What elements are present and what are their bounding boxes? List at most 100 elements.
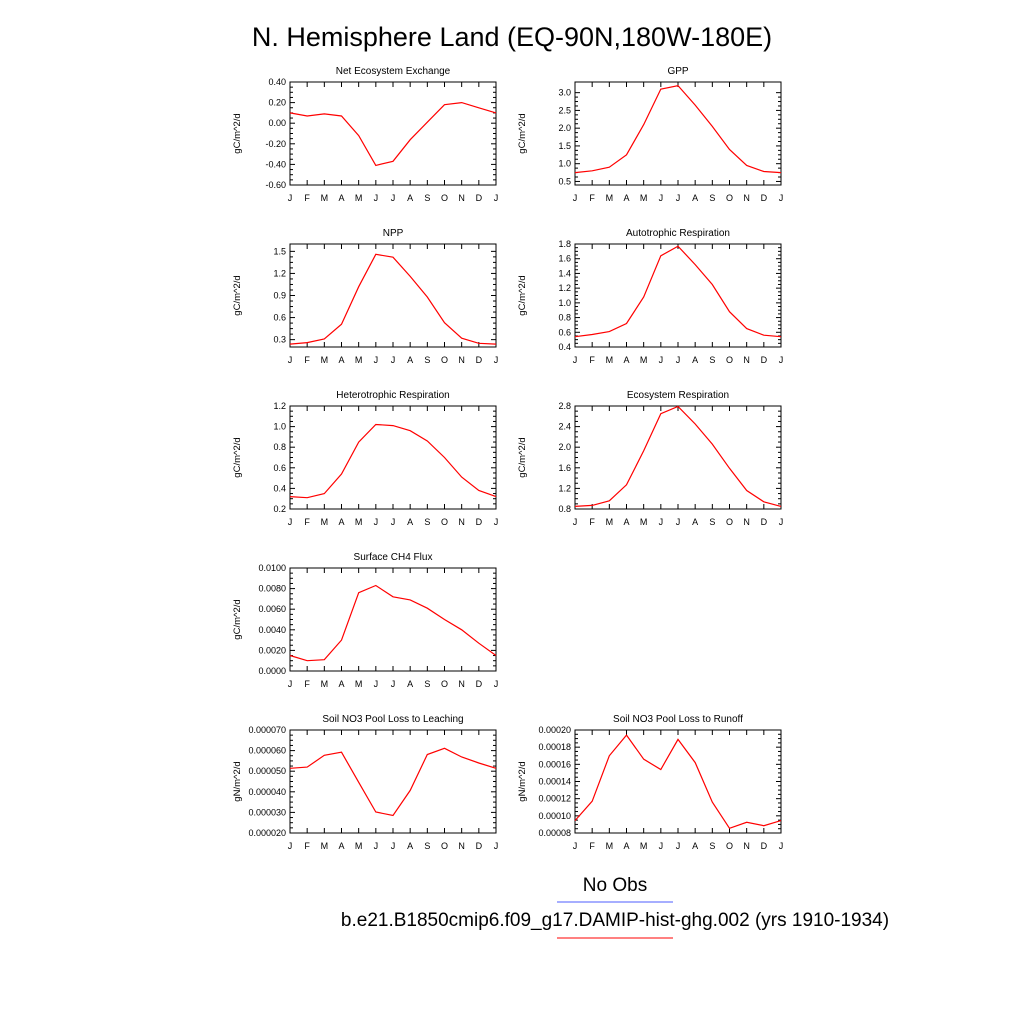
x-tick-label: A — [338, 355, 344, 365]
series-line — [289, 101, 497, 167]
x-tick-label: S — [424, 517, 430, 527]
y-tick-label: 0.00014 — [538, 777, 571, 787]
x-tick-label: J — [779, 193, 784, 203]
series-line — [574, 84, 782, 174]
plot-frame — [574, 243, 782, 348]
x-tick-label: J — [779, 517, 784, 527]
y-tick-label: 0.0060 — [258, 604, 286, 614]
y-axis-label: gC/m^2/d — [232, 437, 243, 477]
x-tick-label: J — [573, 517, 578, 527]
panel-title: Soil NO3 Pool Loss to Runoff — [613, 714, 743, 725]
x-tick-label: J — [374, 679, 379, 689]
x-tick-label: A — [692, 355, 698, 365]
y-axis-label: gC/m^2/d — [517, 275, 528, 315]
chart-panel-4: Autotrophic Respiration gC/m^2/d 1.8 1.6 1.4… — [517, 228, 783, 365]
y-tick-label: 1.0 — [273, 422, 286, 432]
x-tick-label: A — [407, 517, 413, 527]
x-tick-label: A — [623, 517, 629, 527]
y-tick-label: 1.8 — [558, 239, 571, 249]
x-tick-label: J — [494, 193, 499, 203]
y-tick-label: 0.9 — [273, 291, 286, 301]
x-tick-label: J — [494, 517, 499, 527]
x-tick-label: O — [726, 193, 733, 203]
y-tick-label: 1.2 — [558, 283, 571, 293]
x-tick-label: A — [623, 355, 629, 365]
y-tick-label: 2.0 — [558, 442, 571, 452]
y-tick-label: 0.0080 — [258, 584, 286, 594]
series-line — [289, 253, 497, 345]
x-tick-label: J — [391, 841, 396, 851]
x-tick-label: N — [458, 193, 465, 203]
x-tick-label: F — [589, 841, 595, 851]
x-tick-label: D — [761, 841, 768, 851]
plot-frame — [289, 405, 497, 510]
y-tick-label: 0.6 — [273, 463, 286, 473]
x-tick-label: J — [374, 193, 379, 203]
legend-label-obs: No Obs — [583, 875, 647, 896]
x-tick-label: A — [407, 679, 413, 689]
x-tick-label: J — [573, 841, 578, 851]
x-tick-label: O — [441, 517, 448, 527]
plot-frame — [574, 81, 782, 186]
x-tick-label: M — [355, 679, 363, 689]
plot-frame — [289, 243, 497, 348]
y-tick-label: 0.000050 — [248, 766, 286, 776]
x-tick-label: S — [424, 679, 430, 689]
x-tick-label: D — [476, 841, 483, 851]
y-tick-label: 0.0040 — [258, 625, 286, 635]
y-tick-label: 0.4 — [273, 483, 286, 493]
legend-label-model: b.e21.B1850cmip6.f09_g17.DAMIP-hist-ghg.… — [341, 910, 889, 931]
y-axis-label: gC/m^2/d — [232, 113, 243, 153]
x-tick-label: S — [709, 355, 715, 365]
chart-panels: Net Ecosystem Exchange gC/m^2/d 0.40 0.20 0.… — [232, 66, 783, 851]
x-tick-label: N — [458, 679, 465, 689]
x-tick-label: F — [304, 355, 310, 365]
y-tick-label: 1.0 — [558, 159, 571, 169]
x-tick-label: S — [424, 193, 430, 203]
x-tick-label: M — [640, 193, 648, 203]
x-tick-label: D — [476, 193, 483, 203]
chart-panel-8: Soil NO3 Pool Loss to Leaching gN/m^2/d 0.… — [232, 714, 498, 851]
series-line — [289, 584, 497, 662]
x-tick-label: N — [458, 517, 465, 527]
x-tick-label: J — [659, 193, 664, 203]
chart-panel-1: Net Ecosystem Exchange gC/m^2/d 0.40 0.20 0.… — [232, 66, 498, 203]
x-tick-label: J — [288, 517, 293, 527]
x-tick-label: J — [659, 517, 664, 527]
x-tick-label: M — [606, 517, 614, 527]
x-tick-label: M — [321, 355, 329, 365]
x-tick-label: J — [676, 841, 681, 851]
plot-frame — [289, 729, 497, 834]
panel-title: Surface CH4 Flux — [354, 552, 433, 563]
x-tick-label: O — [441, 355, 448, 365]
x-tick-label: S — [709, 193, 715, 203]
y-tick-label: 3.0 — [558, 88, 571, 98]
x-tick-label: A — [338, 679, 344, 689]
y-tick-label: 1.2 — [273, 401, 286, 411]
panel-title: GPP — [667, 66, 688, 77]
chart-panel-6: Ecosystem Respiration gC/m^2/d 2.8 2.4 2.0 1.… — [517, 390, 783, 527]
plot-frame — [289, 81, 497, 186]
y-tick-label: 0.8 — [558, 504, 571, 514]
x-tick-label: J — [494, 679, 499, 689]
y-tick-label: 0.000040 — [248, 787, 286, 797]
x-tick-label: J — [676, 355, 681, 365]
x-tick-label: N — [743, 841, 750, 851]
x-tick-label: S — [709, 841, 715, 851]
y-tick-label: 1.5 — [558, 141, 571, 151]
x-tick-label: D — [761, 355, 768, 365]
x-tick-label: M — [355, 355, 363, 365]
x-tick-label: J — [374, 841, 379, 851]
y-axis-label: gC/m^2/d — [517, 113, 528, 153]
y-tick-label: 2.5 — [558, 105, 571, 115]
x-tick-label: A — [623, 841, 629, 851]
y-tick-label: 2.0 — [558, 123, 571, 133]
y-tick-label: 0.5 — [558, 176, 571, 186]
y-tick-label: 0.6 — [273, 313, 286, 323]
x-tick-label: O — [441, 841, 448, 851]
y-tick-label: 0.00016 — [538, 759, 571, 769]
x-tick-label: A — [692, 193, 698, 203]
plot-frame — [574, 405, 782, 510]
y-tick-label: 1.5 — [273, 246, 286, 256]
panel-title: Soil NO3 Pool Loss to Leaching — [322, 714, 463, 725]
